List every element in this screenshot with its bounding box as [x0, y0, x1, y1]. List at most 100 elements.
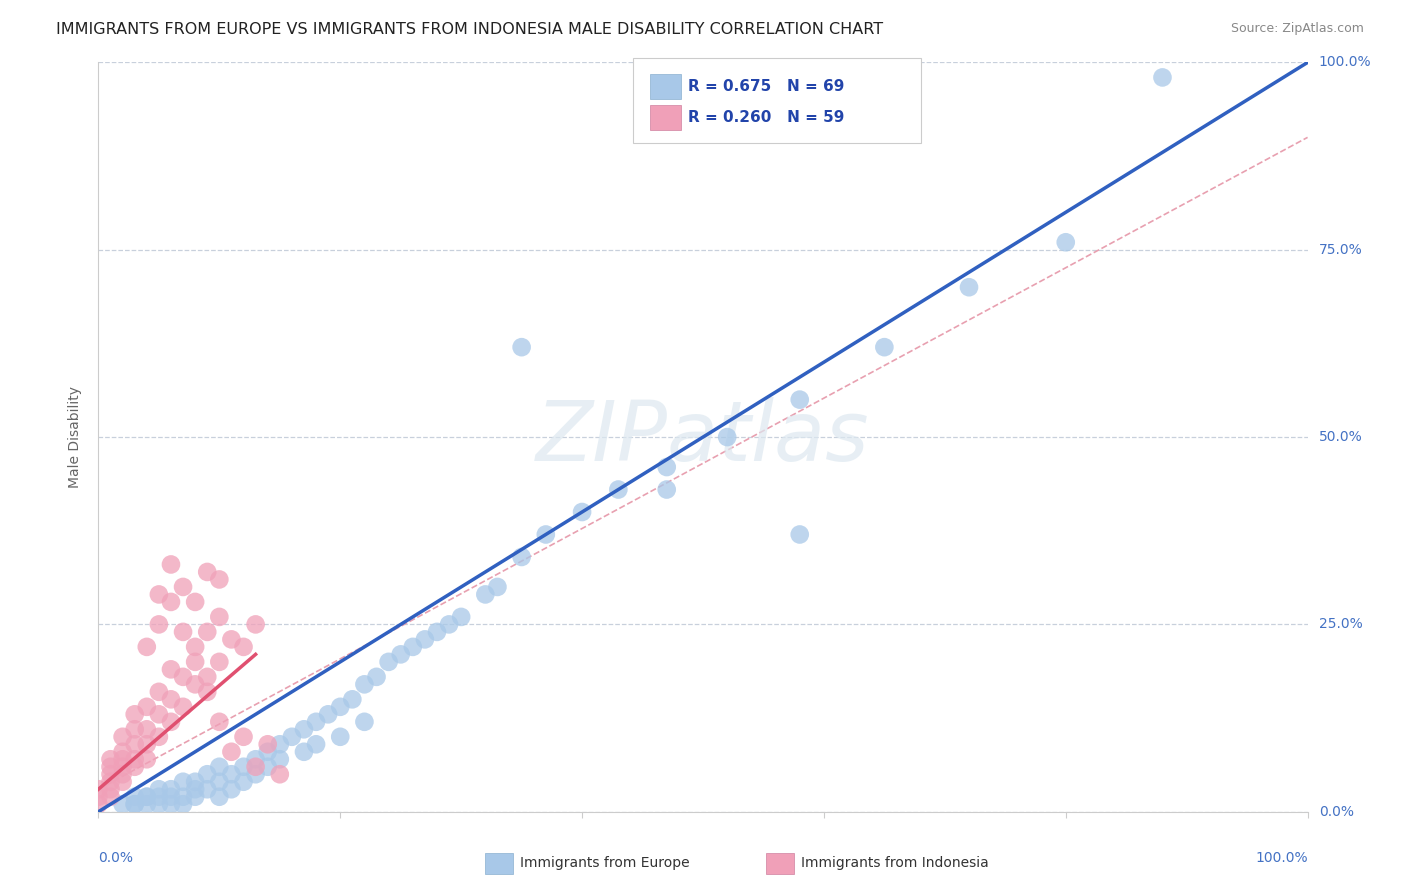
Point — [607, 483, 630, 497]
Point — [100, 774, 122, 789]
Point — [208, 789, 231, 804]
Text: 75.0%: 75.0% — [1319, 243, 1362, 257]
Point — [124, 752, 146, 766]
Point — [87, 789, 110, 804]
Point — [87, 797, 110, 812]
Point — [100, 752, 122, 766]
Point — [135, 640, 157, 654]
Point — [135, 789, 157, 804]
Point — [292, 723, 315, 737]
Point — [402, 640, 425, 654]
Point — [135, 699, 157, 714]
Point — [160, 789, 183, 804]
Point — [232, 774, 254, 789]
Point — [184, 655, 207, 669]
Point — [305, 737, 328, 751]
Point — [353, 677, 375, 691]
Point — [342, 692, 364, 706]
Text: Source: ZipAtlas.com: Source: ZipAtlas.com — [1230, 22, 1364, 36]
Point — [316, 707, 339, 722]
Point — [148, 707, 170, 722]
Text: ZIPatlas: ZIPatlas — [536, 397, 870, 477]
Point — [510, 549, 533, 564]
Point — [111, 760, 134, 774]
Point — [124, 797, 146, 812]
Point — [232, 730, 254, 744]
Point — [208, 714, 231, 729]
Point — [135, 797, 157, 812]
Point — [534, 527, 557, 541]
Point — [87, 782, 110, 797]
Point — [148, 789, 170, 804]
Point — [124, 723, 146, 737]
Point — [111, 745, 134, 759]
Point — [208, 760, 231, 774]
Point — [184, 774, 207, 789]
Point — [389, 648, 412, 662]
Point — [292, 745, 315, 759]
Point — [160, 782, 183, 797]
Point — [366, 670, 388, 684]
Point — [100, 789, 122, 804]
Point — [245, 767, 267, 781]
Point — [269, 737, 291, 751]
Point — [655, 460, 678, 475]
Point — [377, 655, 399, 669]
Point — [124, 789, 146, 804]
Point — [245, 752, 267, 766]
Point — [160, 595, 183, 609]
Point — [957, 280, 980, 294]
Point — [208, 774, 231, 789]
Text: Immigrants from Europe: Immigrants from Europe — [520, 856, 690, 871]
Point — [195, 670, 218, 684]
Point — [232, 760, 254, 774]
Point — [172, 699, 194, 714]
Point — [221, 782, 243, 797]
Point — [208, 573, 231, 587]
Point — [208, 610, 231, 624]
Point — [450, 610, 472, 624]
Point — [208, 655, 231, 669]
Point — [221, 745, 243, 759]
Point — [172, 580, 194, 594]
Point — [100, 760, 122, 774]
Point — [413, 632, 436, 647]
Text: Immigrants from Indonesia: Immigrants from Indonesia — [801, 856, 990, 871]
Point — [111, 730, 134, 744]
Point — [221, 767, 243, 781]
Point — [124, 760, 146, 774]
Point — [329, 730, 352, 744]
Point — [873, 340, 896, 354]
Point — [160, 714, 183, 729]
Text: 0.0%: 0.0% — [98, 851, 134, 864]
Point — [172, 774, 194, 789]
Y-axis label: Male Disability: Male Disability — [69, 386, 83, 488]
Point — [437, 617, 460, 632]
Point — [195, 685, 218, 699]
Point — [195, 767, 218, 781]
Point — [124, 707, 146, 722]
Point — [232, 640, 254, 654]
Point — [148, 782, 170, 797]
Point — [256, 737, 278, 751]
Point — [1054, 235, 1077, 250]
Point — [135, 737, 157, 751]
Point — [111, 752, 134, 766]
Point — [111, 797, 134, 812]
Point — [184, 677, 207, 691]
Point — [100, 767, 122, 781]
Point — [655, 483, 678, 497]
Point — [124, 797, 146, 812]
Point — [184, 640, 207, 654]
Point — [305, 714, 328, 729]
Point — [135, 723, 157, 737]
Point — [269, 752, 291, 766]
Text: R = 0.675   N = 69: R = 0.675 N = 69 — [688, 79, 844, 95]
Point — [172, 670, 194, 684]
Point — [135, 789, 157, 804]
Point — [111, 774, 134, 789]
Point — [100, 782, 122, 797]
Point — [269, 767, 291, 781]
Text: 100.0%: 100.0% — [1319, 55, 1371, 70]
Point — [474, 587, 496, 601]
